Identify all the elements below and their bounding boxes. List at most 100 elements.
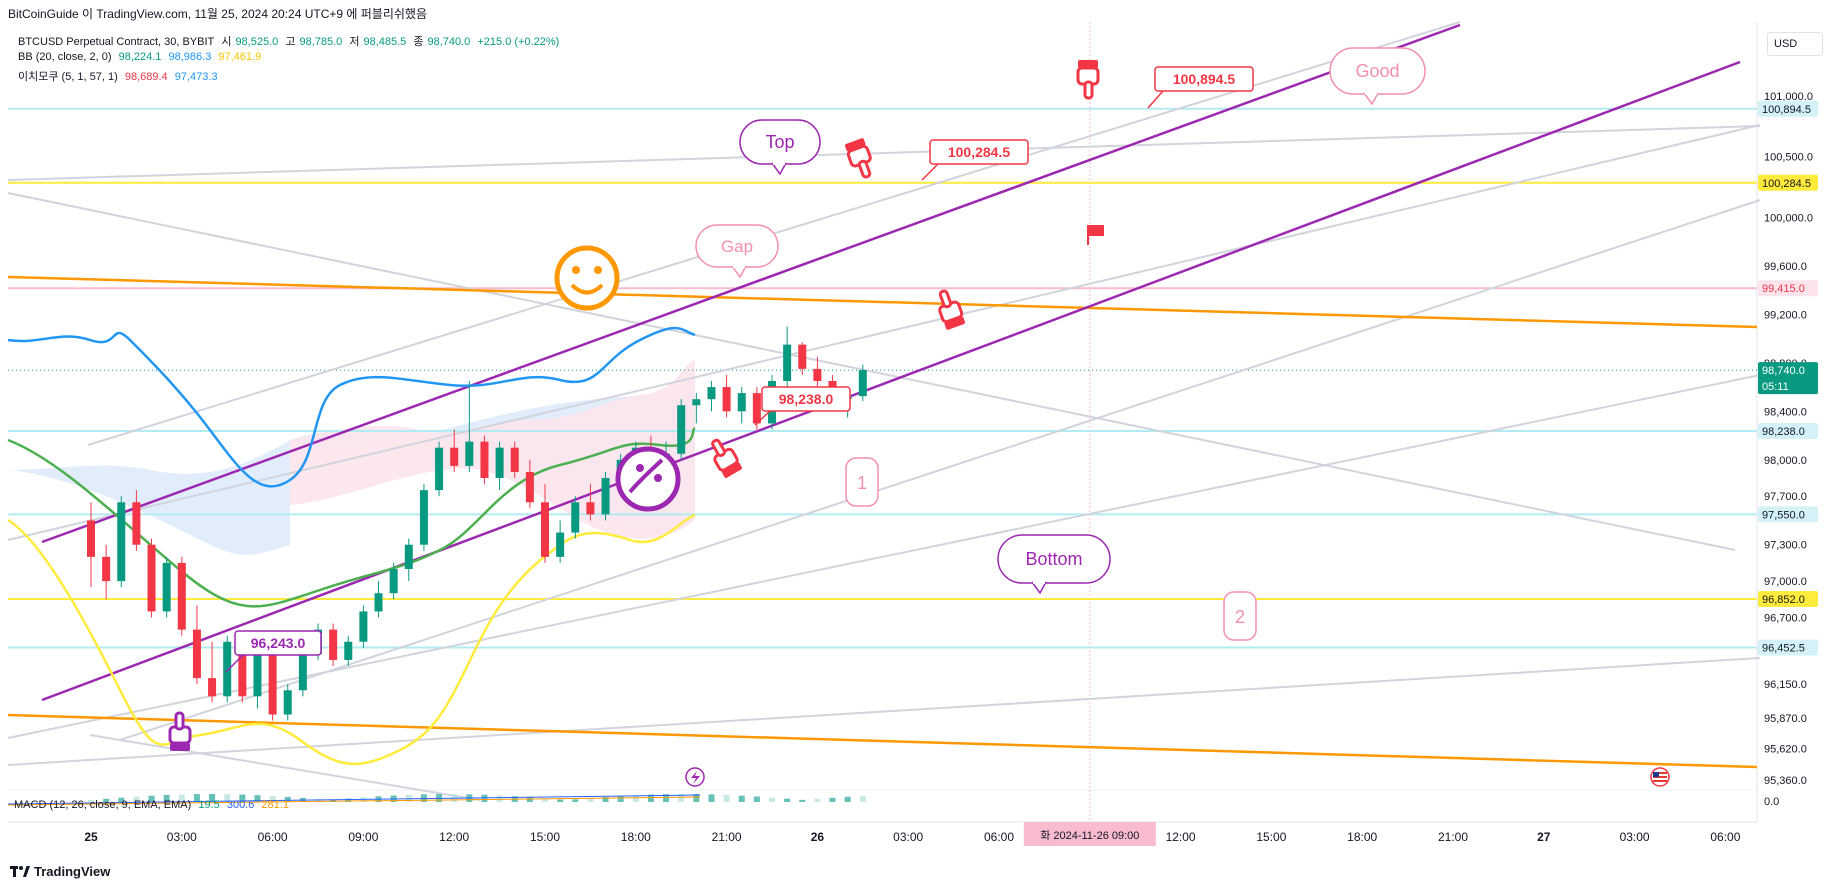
- candle-body: [87, 520, 95, 557]
- smiley-eye: [572, 266, 580, 274]
- ichi-value-1: 98,689.4: [124, 71, 168, 83]
- x-tick-label: 06:00: [1710, 830, 1740, 844]
- macd-bar: [224, 794, 231, 802]
- change-value: +215.0 (+0.22%): [477, 36, 560, 48]
- macd-bar: [572, 799, 579, 802]
- macd-bar: [738, 795, 745, 802]
- callout-text: 98,238.0: [779, 391, 834, 407]
- macd-bar: [496, 795, 503, 802]
- price-tag: 96,852.0: [1758, 591, 1818, 608]
- bb-lower-line: [7, 513, 696, 766]
- candle-body: [132, 502, 141, 545]
- high-value: 98,785.0: [299, 36, 343, 48]
- y-tick-label: 97,700.0: [1764, 491, 1807, 503]
- y-tick-label: 98,400.0: [1764, 406, 1807, 418]
- ichi-value-2: 97,473.3: [174, 71, 218, 83]
- price-tag-bg: [1758, 422, 1818, 439]
- hand-pointer-icon: [845, 138, 872, 179]
- macd-bar: [678, 794, 685, 802]
- candle-body: [571, 502, 580, 533]
- macd-bar: [799, 799, 806, 802]
- trend-line: [7, 125, 1761, 181]
- price-tag-bg: [1758, 100, 1818, 117]
- macd-bar: [753, 796, 760, 802]
- price-callout: 96,243.0: [225, 630, 322, 673]
- macd-bar: [617, 796, 624, 802]
- macd-bar: [133, 796, 140, 802]
- candle-body: [586, 502, 595, 515]
- price-callout: 98,238.0: [754, 386, 851, 426]
- candle-body: [102, 556, 111, 582]
- price-tag: 96,452.5: [1758, 639, 1818, 656]
- candle-body: [450, 447, 459, 466]
- support-line: [7, 713, 1758, 769]
- trend-line: [119, 199, 1761, 741]
- wave-text: 1: [857, 473, 867, 493]
- macd-legend[interactable]: MACD (12, 26, close, 9, EMA, EMA) 19.5 3…: [14, 799, 293, 811]
- x-tick-label: 15:00: [1256, 830, 1286, 844]
- low-label: 저: [349, 36, 360, 48]
- bubble-join: [773, 161, 785, 165]
- price-tag-bg: [1758, 174, 1818, 191]
- x-tick-label: 15:00: [530, 830, 560, 844]
- macd-bar: [814, 798, 821, 802]
- macd-bar: [118, 797, 125, 802]
- hand-pointer-icon: [711, 438, 742, 478]
- candle-body: [298, 653, 307, 691]
- x-tick-label: 06:00: [258, 830, 288, 844]
- price-tag: 98,238.0: [1758, 422, 1818, 439]
- macd-bar: [239, 794, 246, 802]
- bb-legend[interactable]: BB (20, close, 2, 0) 98,224.1 98,986.3 9…: [18, 51, 265, 63]
- callout-text: 100,894.5: [1173, 71, 1235, 87]
- candle-body: [737, 393, 746, 412]
- us-flag-body: [1653, 772, 1667, 782]
- symbol-legend: BTCUSD Perpetual Contract, 30, BYBIT 시 98…: [18, 33, 563, 49]
- price-tag-label: 100,284.5: [1762, 178, 1811, 190]
- price-tag-bg: [1758, 280, 1818, 297]
- price-tag-bg: [1758, 639, 1818, 656]
- candle-body: [253, 653, 262, 697]
- candle-body: [722, 387, 731, 412]
- bubble-text: Good: [1355, 61, 1399, 81]
- wave-text: 2: [1235, 607, 1245, 627]
- lightning-event-icon: [685, 767, 705, 787]
- x-tick-label: 25: [84, 830, 98, 844]
- smiley-icon: [554, 245, 620, 311]
- candle-body: [556, 532, 565, 557]
- callout-box: [1154, 66, 1254, 92]
- candle-body: [238, 641, 247, 697]
- hand-finger: [174, 711, 185, 731]
- open-value: 98,525.0: [235, 36, 279, 48]
- currency-button[interactable]: USD: [1767, 32, 1823, 56]
- channel-lower-line: [41, 60, 1741, 702]
- macd-bar: [526, 797, 533, 802]
- x-tick-label: 09:00: [348, 830, 378, 844]
- x-tick-label: 03:00: [893, 830, 923, 844]
- speech-bubble: Bottom: [997, 534, 1111, 595]
- us-flag-stripe: [1653, 774, 1667, 776]
- ichimoku-legend[interactable]: 이치모쿠 (5, 1, 57, 1) 98,689.4 97,473.3: [18, 68, 222, 84]
- bb-mid-value: 98,224.1: [118, 51, 162, 63]
- us-flag-stripe: [1653, 778, 1667, 780]
- hand-pointer-icon: [168, 711, 192, 751]
- wave-box: [1223, 591, 1257, 641]
- callout-box: [234, 630, 322, 656]
- candle-body: [525, 471, 534, 503]
- callout-pointer: [921, 163, 939, 181]
- footer-brand[interactable]: TradingView: [10, 864, 110, 879]
- symbol-name[interactable]: BTCUSD Perpetual Contract, 30, BYBIT: [18, 36, 215, 48]
- y-tick-label: 99,200.0: [1764, 309, 1807, 321]
- price-tag-label: 99,415.0: [1762, 283, 1805, 295]
- candle-body: [223, 641, 232, 697]
- price-tag-label: 100,894.5: [1762, 104, 1811, 116]
- candle-body: [374, 593, 383, 612]
- price-tag: 100,894.5: [1758, 100, 1818, 117]
- trend-line: [7, 192, 1736, 551]
- macd-bar: [163, 794, 170, 802]
- macd-bar: [209, 794, 216, 802]
- us-flag-event-icon: [1650, 767, 1670, 787]
- candle-body: [677, 405, 686, 454]
- x-tick-label: 26: [811, 830, 825, 844]
- bubble-text: Gap: [721, 237, 753, 256]
- bubble-tail: [1031, 581, 1047, 595]
